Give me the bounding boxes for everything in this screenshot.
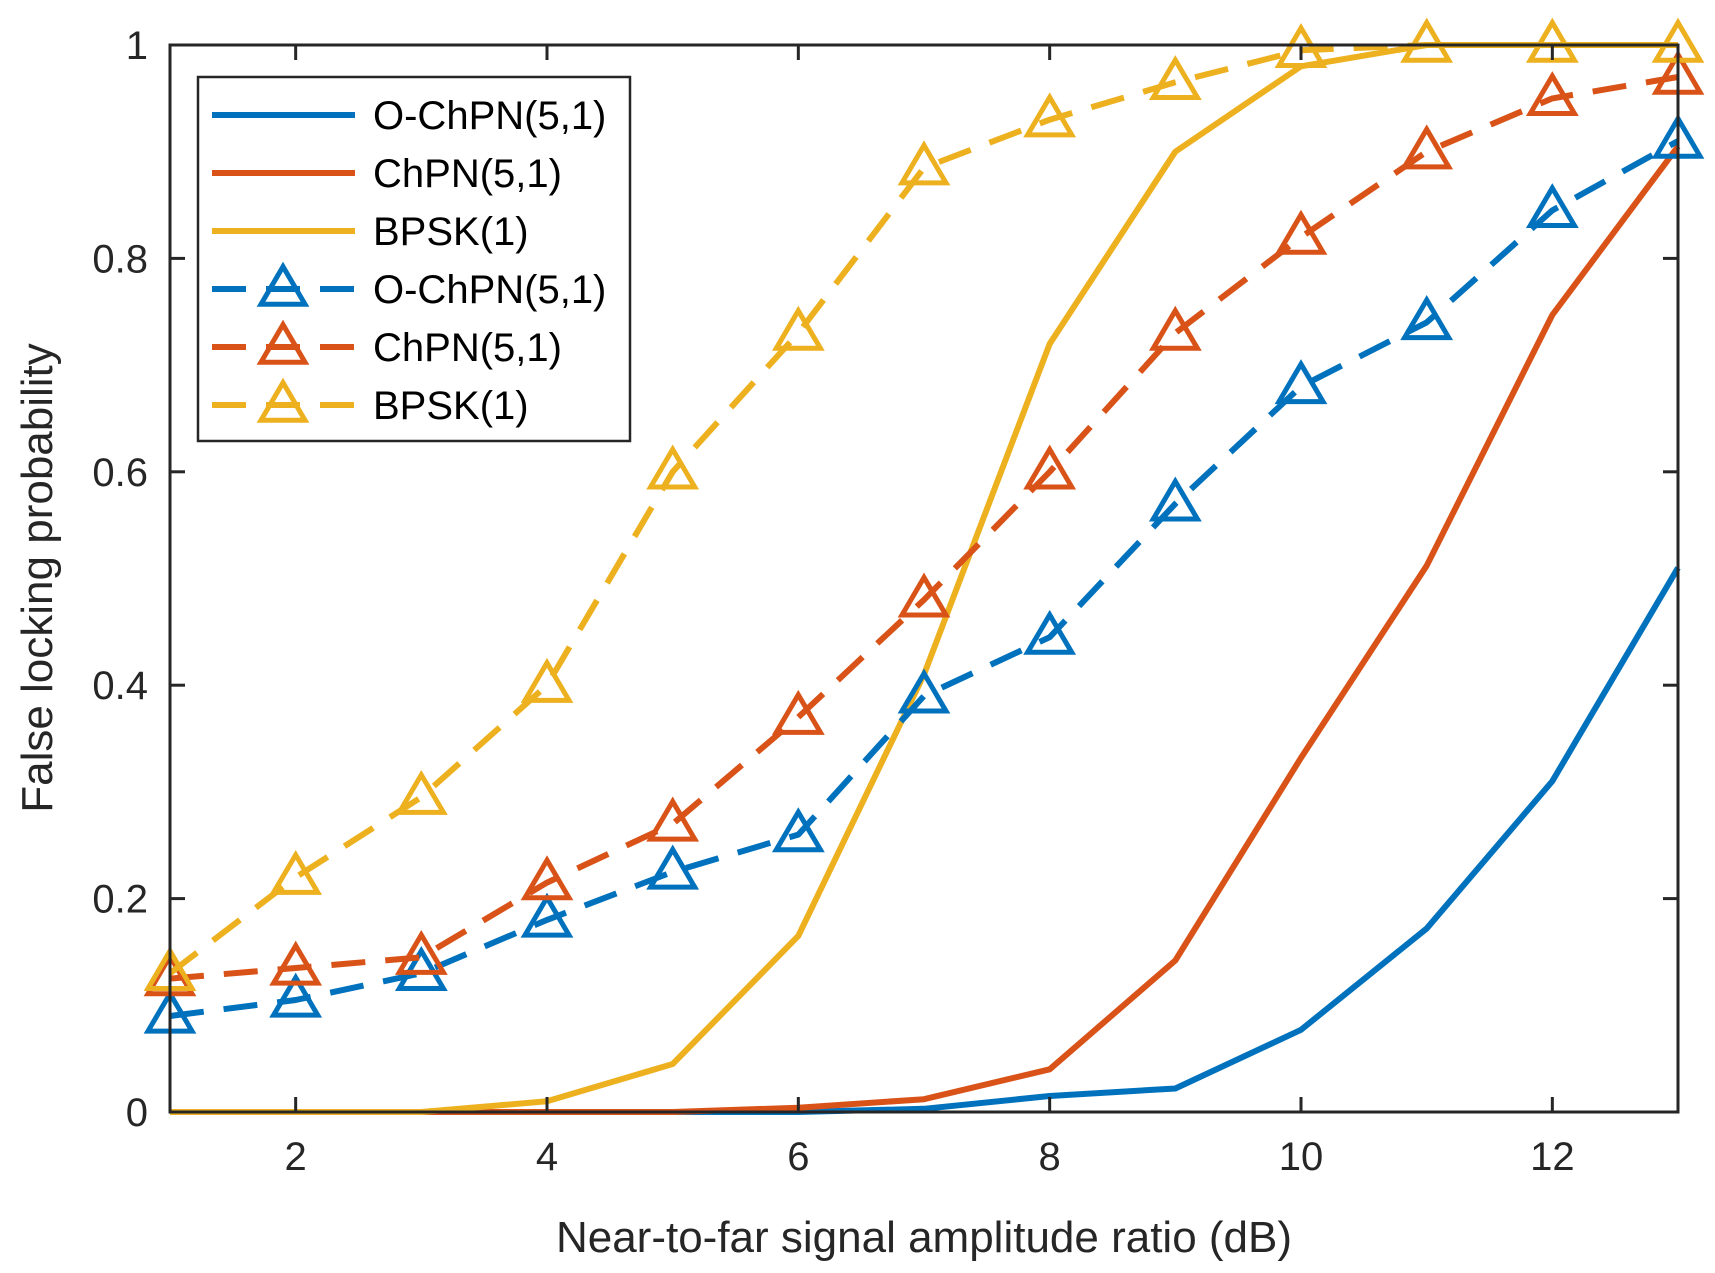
data-point-marker: [520, 855, 574, 901]
data-point-marker: [646, 796, 700, 842]
legend-label-5: BPSK(1): [373, 384, 529, 428]
y-tick-label: 0.2: [92, 878, 148, 922]
axis-ticks: 2 4 6 8 10 12 0 0.2 0.4 0.6 0.8 1: [92, 24, 1678, 1179]
data-point-marker: [520, 892, 574, 938]
legend-marker-4: [256, 319, 310, 365]
legend-box: [196, 75, 632, 443]
y-tick-label: 0.6: [92, 451, 148, 495]
data-point-marker: [646, 844, 700, 890]
data-point-marker: [897, 668, 951, 714]
legend-label-2: BPSK(1): [373, 210, 529, 254]
data-point-marker: [1023, 444, 1077, 490]
y-tick-label: 0.4: [92, 664, 148, 708]
data-point-marker: [1525, 183, 1579, 228]
x-tick-label: 4: [536, 1135, 558, 1179]
data-point-marker: [1400, 124, 1454, 170]
data-point-marker: [394, 929, 448, 975]
legend-marker-3: [256, 261, 310, 307]
x-tick-label: 10: [1279, 1135, 1324, 1179]
data-point-marker: [269, 940, 323, 986]
legend-label-4: ChPN(5,1): [373, 326, 562, 370]
data-point-marker: [1274, 359, 1328, 405]
data-point-marker: [771, 689, 825, 735]
legend: O-ChPN(5,1) ChPN(5,1) BPSK(1) O-ChPN(5,1) Ch…: [196, 75, 632, 443]
data-point-marker: [1400, 17, 1454, 63]
data-point-marker: [269, 972, 323, 1018]
data-point-marker: [1525, 71, 1579, 116]
plot-area-frame: [168, 43, 1680, 1114]
data-point-marker: [771, 305, 825, 351]
legend-label-1: ChPN(5,1): [373, 152, 562, 196]
y-axis-label: False locking probability: [13, 343, 62, 813]
data-point-marker: [1023, 609, 1077, 655]
data-point-marker: [394, 769, 448, 815]
y-tick-label: 0: [126, 1091, 148, 1135]
series-line-dashed-4: [169, 74, 1679, 982]
x-tick-label: 2: [285, 1135, 307, 1179]
data-point-marker: [897, 572, 951, 618]
y-tick-label: 1: [126, 24, 148, 68]
data-point-marker: [1274, 23, 1328, 68]
data-point-marker: [1023, 92, 1077, 138]
x-tick-label: 12: [1530, 1135, 1575, 1179]
x-tick-label: 8: [1039, 1135, 1061, 1179]
data-point-marker: [897, 140, 951, 186]
data-point-marker: [394, 945, 448, 991]
legend-label-3: O-ChPN(5,1): [373, 268, 606, 312]
y-tick-label: 0.8: [92, 237, 148, 281]
data-point-marker: [1148, 55, 1202, 100]
data-point-marker: [646, 444, 700, 490]
legend-marker-5: [256, 377, 310, 423]
data-point-marker: [771, 807, 825, 853]
x-tick-label: 6: [787, 1135, 809, 1179]
data-point-marker: [1274, 209, 1328, 255]
data-point-marker: [1148, 476, 1202, 522]
x-axis-label: Near-to-far signal amplitude ratio (dB): [556, 1213, 1292, 1262]
data-point-marker: [1148, 305, 1202, 351]
series-line-dashed-3: [169, 138, 1680, 1019]
data-point-marker: [1400, 295, 1454, 341]
data-point-marker: [269, 849, 323, 895]
legend-label-0: O-ChPN(5,1): [373, 94, 606, 138]
data-point-marker: [1525, 17, 1579, 63]
data-point-marker: [520, 657, 574, 703]
